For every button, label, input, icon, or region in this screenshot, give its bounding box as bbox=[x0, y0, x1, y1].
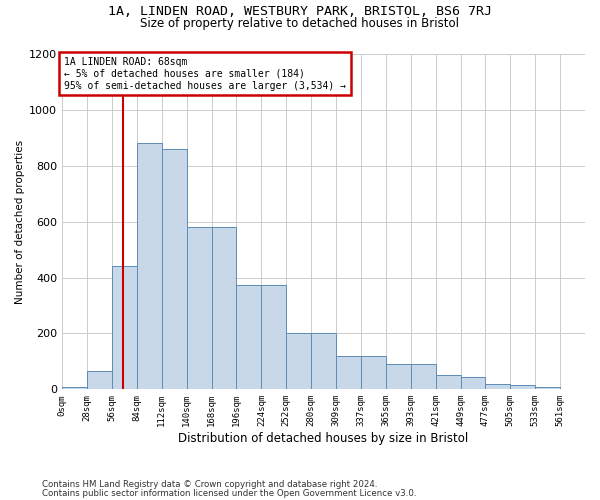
Bar bbox=[62, 386, 87, 390]
Bar bbox=[87, 371, 112, 390]
Bar bbox=[386, 364, 411, 390]
Text: 1A LINDEN ROAD: 68sqm
← 5% of detached houses are smaller (184)
95% of semi-deta: 1A LINDEN ROAD: 68sqm ← 5% of detached h… bbox=[64, 58, 346, 90]
Bar bbox=[461, 377, 485, 390]
Text: Size of property relative to detached houses in Bristol: Size of property relative to detached ho… bbox=[140, 18, 460, 30]
Bar bbox=[236, 284, 262, 390]
Bar bbox=[485, 384, 511, 390]
Text: Contains public sector information licensed under the Open Government Licence v3: Contains public sector information licen… bbox=[42, 488, 416, 498]
Bar bbox=[535, 388, 560, 390]
Bar bbox=[212, 228, 236, 390]
Bar bbox=[286, 334, 311, 390]
Bar bbox=[137, 144, 162, 390]
Text: 1A, LINDEN ROAD, WESTBURY PARK, BRISTOL, BS6 7RJ: 1A, LINDEN ROAD, WESTBURY PARK, BRISTOL,… bbox=[108, 5, 492, 18]
Bar bbox=[436, 376, 461, 390]
Y-axis label: Number of detached properties: Number of detached properties bbox=[15, 140, 25, 304]
Bar bbox=[162, 149, 187, 390]
Bar bbox=[187, 228, 212, 390]
X-axis label: Distribution of detached houses by size in Bristol: Distribution of detached houses by size … bbox=[178, 432, 469, 445]
Bar bbox=[411, 364, 436, 390]
Bar bbox=[336, 356, 361, 390]
Bar bbox=[112, 266, 137, 390]
Text: Contains HM Land Registry data © Crown copyright and database right 2024.: Contains HM Land Registry data © Crown c… bbox=[42, 480, 377, 489]
Bar bbox=[311, 334, 336, 390]
Bar bbox=[511, 385, 535, 390]
Bar bbox=[262, 284, 286, 390]
Bar bbox=[361, 356, 386, 390]
Bar bbox=[560, 389, 585, 390]
